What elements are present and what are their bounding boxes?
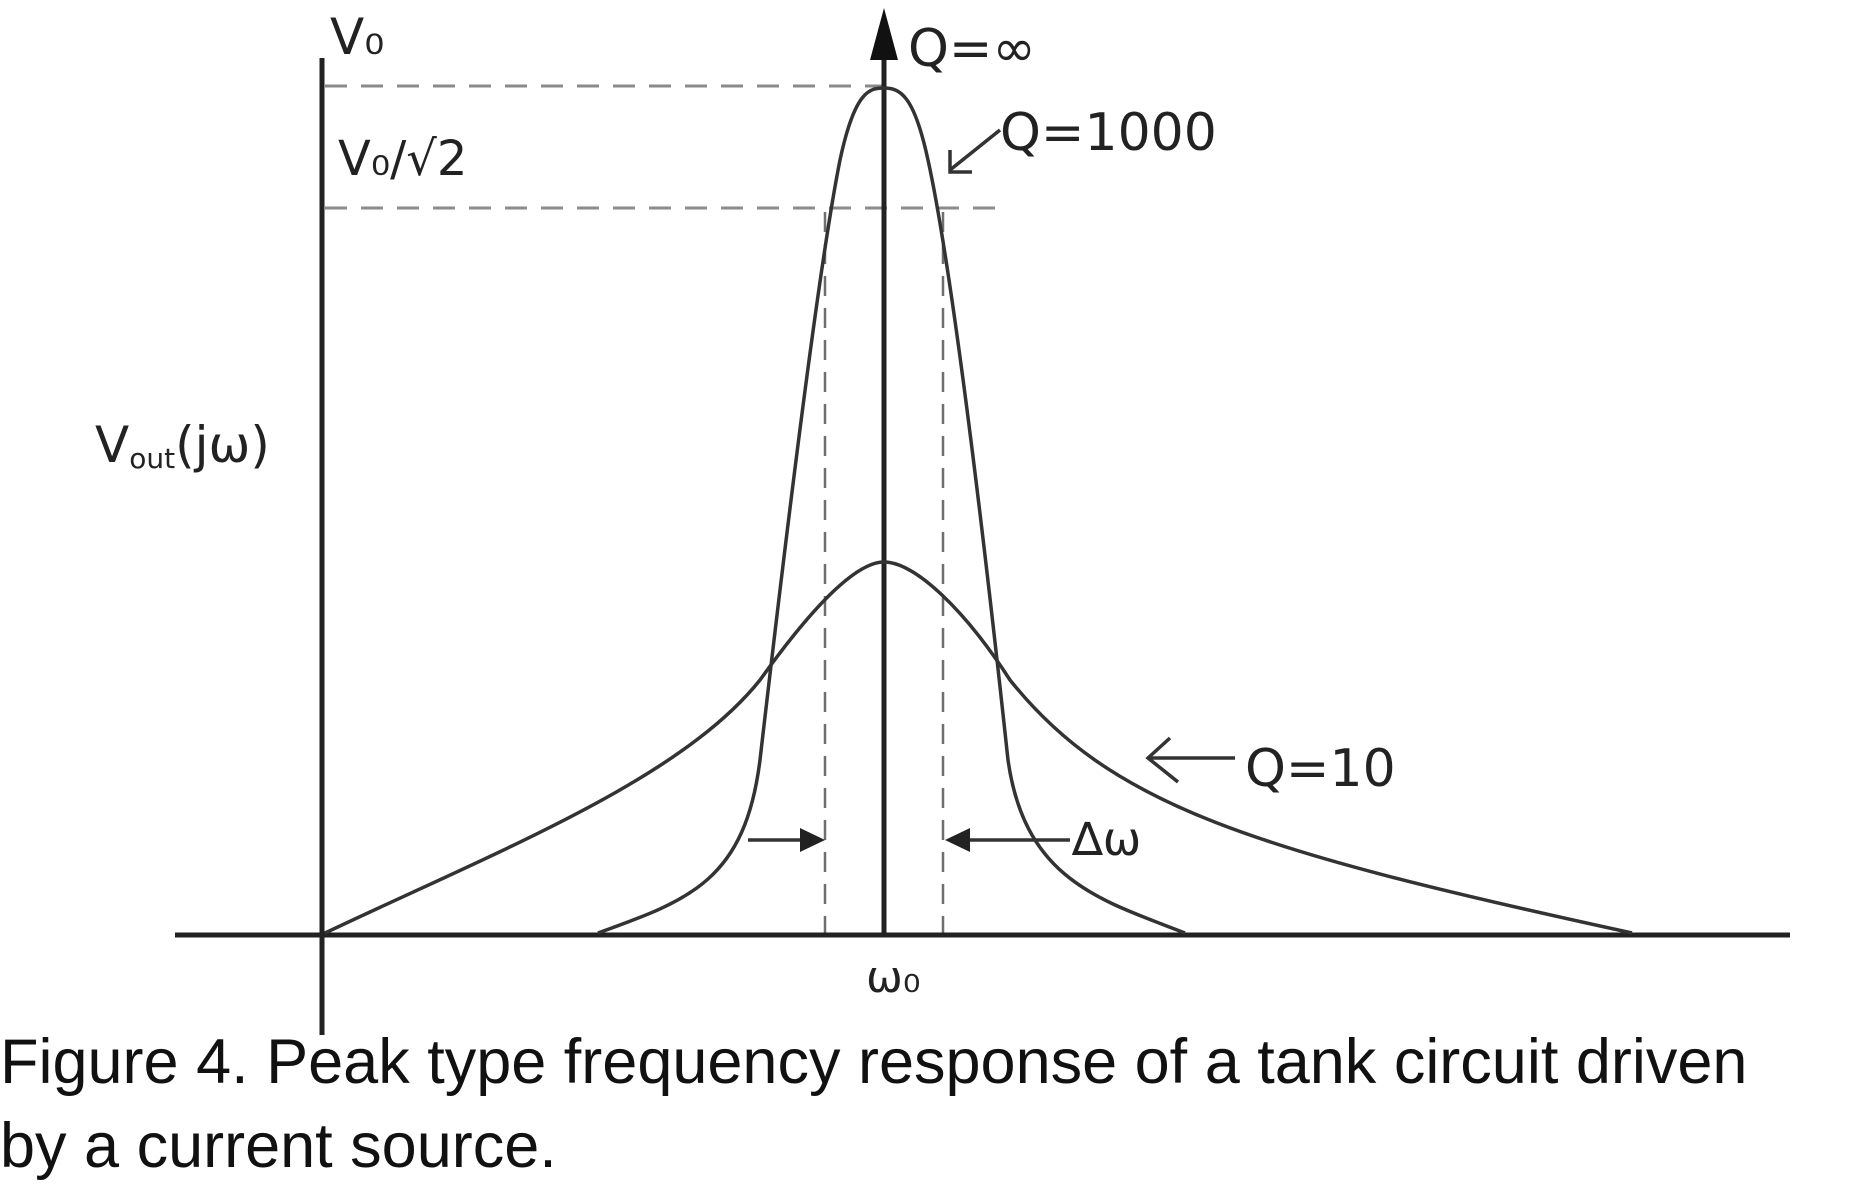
y-axis-label-tail: (jω) <box>175 416 270 474</box>
delta-omega-label: ∆ω <box>1071 812 1141 866</box>
q-infinity-label: Q=∞ <box>908 19 1036 79</box>
q-10-label: Q=10 <box>1245 739 1396 799</box>
caption-line-2: by a current source. <box>0 1111 557 1181</box>
q-1000-pointer <box>948 128 1002 172</box>
q-1000-label: Q=1000 <box>1000 103 1217 163</box>
v0-label: V₀ <box>330 8 384 66</box>
caption-line-1: Figure 4. Peak type frequency response o… <box>0 1027 1748 1097</box>
q-infinity-arrowhead <box>870 8 898 60</box>
y-axis-label-main: V <box>95 416 129 474</box>
y-axis-label-sub: out <box>129 442 175 475</box>
delta-left-arrowhead <box>800 828 825 852</box>
omega0-label: ω₀ <box>866 952 920 1003</box>
v0-over-root2-label: V₀/√2 <box>338 131 467 187</box>
delta-right-arrowhead <box>945 828 970 852</box>
q-1000-curve <box>597 86 1186 935</box>
q-1000-pointer-head <box>948 150 972 174</box>
y-axis-label: Vout(jω) <box>95 416 270 475</box>
figure-caption: Figure 4. Peak type frequency response o… <box>0 1020 1867 1188</box>
q-10-curve <box>324 560 1633 935</box>
q-10-pointer-head <box>1145 736 1180 784</box>
